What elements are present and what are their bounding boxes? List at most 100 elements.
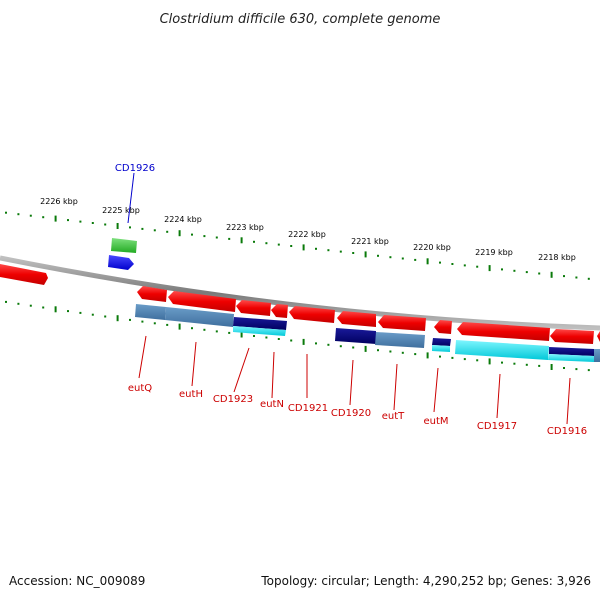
scale-minor-tick	[327, 249, 330, 252]
scale-minor-tick	[277, 338, 280, 340]
scale-minor-tick	[91, 313, 94, 316]
scale-minor-tick	[265, 242, 268, 245]
scale-minor-tick	[525, 271, 528, 274]
reverse-gene-eutm-cyan[interactable]	[432, 345, 450, 352]
reverse-gene-cd1923-cyan[interactable]	[233, 326, 286, 336]
forward-gene-blue[interactable]	[108, 255, 134, 270]
reverse-strand-track	[135, 286, 600, 362]
gene-label-cd1921[interactable]: CD1921	[288, 403, 328, 414]
reverse-gene-cd1916-upper[interactable]	[550, 329, 594, 344]
reverse-gene-cd1916-navy[interactable]	[549, 347, 594, 356]
gene-label-cd1917[interactable]: CD1917	[477, 421, 517, 432]
scale-major-tick	[550, 271, 553, 278]
scale-minor-tick	[575, 276, 578, 279]
scale-minor-tick	[228, 331, 231, 334]
scale-minor-tick	[401, 351, 404, 354]
scale-minor-tick	[439, 355, 441, 358]
reverse-gene-cd1917-upper[interactable]	[457, 322, 550, 341]
scale-label-2224: 2224 kbp	[164, 215, 202, 224]
scale-minor-tick	[203, 235, 206, 238]
scale-minor-tick	[377, 349, 379, 352]
reverse-gene-euth-upper[interactable]	[137, 286, 167, 302]
scale-major-tick	[488, 265, 491, 272]
scale-major-tick	[550, 364, 553, 370]
scale-minor-tick	[153, 229, 156, 232]
reverse-gene-cd1921-upper[interactable]	[289, 306, 335, 323]
gene-label-eutq[interactable]: eutQ	[128, 383, 152, 394]
gene-label-eutt[interactable]: eutT	[382, 411, 405, 422]
scale-minor-tick	[29, 304, 32, 307]
gene-label-cd1926[interactable]: CD1926	[115, 163, 155, 174]
scale-minor-tick	[451, 356, 454, 359]
scale-minor-tick	[575, 368, 578, 371]
reverse-gene-eutq-lower[interactable]	[135, 304, 166, 320]
gene-label-eutn[interactable]: eutN	[260, 399, 284, 410]
scale-major-tick	[54, 215, 57, 222]
reverse-gene-edge-lower[interactable]	[594, 349, 600, 362]
scale-minor-tick	[104, 315, 107, 318]
reverse-gene-edge[interactable]	[597, 331, 600, 342]
reverse-gene-eutt-upper[interactable]	[378, 315, 426, 331]
reverse-gene-cd1917-lower[interactable]	[455, 340, 549, 360]
gene-label-eutm[interactable]: eutM	[423, 416, 448, 427]
reverse-gene-eutq-upper[interactable]	[168, 291, 236, 312]
scale-minor-tick	[215, 236, 218, 239]
gene-label-cd1916[interactable]: CD1916	[547, 426, 587, 437]
scale-minor-tick	[5, 300, 7, 303]
scale-minor-tick	[191, 327, 193, 330]
genome-summary-text: Topology: circular; Length: 4,290,252 bp…	[260, 574, 591, 588]
scale-minor-tick	[463, 264, 466, 267]
scale-major-tick	[240, 331, 243, 338]
scale-label-2223: 2223 kbp	[226, 223, 264, 232]
gene-label-cd1923[interactable]: CD1923	[213, 394, 253, 405]
reverse-gene-cd1923-navy[interactable]	[233, 317, 287, 330]
reverse-gene-cd1916-cyan[interactable]	[548, 354, 594, 362]
inner-scale-ticks	[5, 300, 590, 372]
scale-minor-tick	[5, 211, 7, 214]
scale-minor-tick	[67, 219, 69, 222]
scale-minor-tick	[463, 358, 466, 361]
scale-major-tick	[302, 338, 305, 345]
reverse-gene-eutt-lower[interactable]	[375, 332, 425, 348]
scale-minor-tick	[129, 226, 131, 229]
scale-minor-tick	[277, 243, 280, 246]
scale-minor-tick	[327, 343, 330, 346]
scale-minor-tick	[141, 227, 144, 230]
scale-minor-tick	[141, 320, 144, 323]
scale-major-tick	[240, 237, 243, 244]
scale-minor-tick	[538, 272, 541, 275]
scale-minor-tick	[315, 342, 317, 345]
reverse-gene-eutn-upper[interactable]	[271, 304, 288, 318]
gene-label-cd1920[interactable]: CD1920	[331, 408, 371, 419]
gene-label-euth[interactable]: eutH	[179, 389, 203, 400]
scale-minor-tick	[513, 269, 516, 272]
scale-label-2220: 2220 kbp	[413, 243, 451, 252]
reverse-gene-eutm-upper[interactable]	[434, 320, 452, 334]
reverse-gene-cd1920-upper[interactable]	[337, 311, 376, 327]
scale-minor-tick	[451, 263, 454, 265]
scale-minor-tick	[587, 277, 590, 280]
scale-minor-tick	[253, 335, 255, 337]
forward-gene-cd1926[interactable]	[111, 238, 137, 253]
scale-minor-tick	[228, 237, 231, 240]
genome-backbone	[0, 255, 600, 331]
scale-minor-tick	[501, 268, 503, 271]
scale-minor-tick	[253, 240, 255, 243]
scale-major-tick	[426, 258, 429, 265]
reverse-gene-cd1920-lower[interactable]	[335, 328, 376, 344]
reverse-gene-euth-lower[interactable]	[165, 307, 234, 327]
scale-minor-tick	[377, 254, 379, 257]
reverse-gene-eutm-navy[interactable]	[432, 338, 451, 346]
scale-label-2221: 2221 kbp	[351, 237, 389, 246]
scale-label-2218: 2218 kbp	[538, 253, 576, 262]
reverse-gene-cd1923-upper[interactable]	[236, 300, 271, 316]
scale-minor-tick	[29, 214, 32, 217]
scale-minor-tick	[525, 363, 528, 366]
forward-gene-partial[interactable]	[0, 264, 48, 285]
scale-minor-tick	[414, 353, 417, 356]
scale-minor-tick	[339, 250, 342, 253]
scale-minor-tick	[587, 369, 590, 372]
scale-minor-tick	[104, 223, 107, 226]
scale-label-2226: 2226 kbp	[40, 197, 78, 206]
